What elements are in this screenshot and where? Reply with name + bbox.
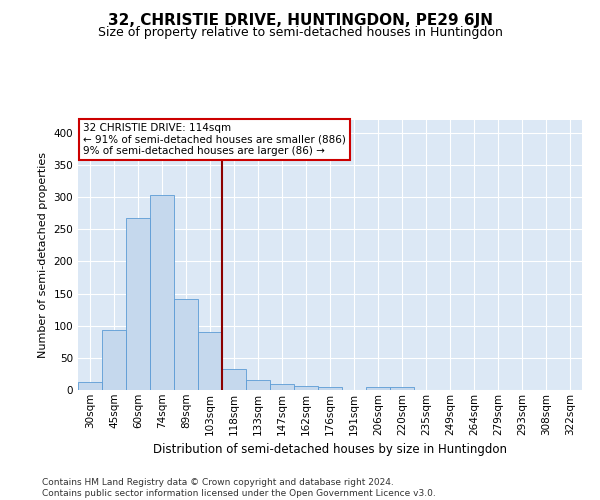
Text: 32 CHRISTIE DRIVE: 114sqm
← 91% of semi-detached houses are smaller (886)
9% of : 32 CHRISTIE DRIVE: 114sqm ← 91% of semi-…: [83, 122, 346, 156]
Bar: [126, 218, 150, 390]
Text: Size of property relative to semi-detached houses in Huntingdon: Size of property relative to semi-detach…: [98, 26, 502, 39]
Bar: [366, 388, 390, 390]
Y-axis label: Number of semi-detached properties: Number of semi-detached properties: [38, 152, 48, 358]
Text: 32, CHRISTIE DRIVE, HUNTINGDON, PE29 6JN: 32, CHRISTIE DRIVE, HUNTINGDON, PE29 6JN: [107, 12, 493, 28]
Bar: [102, 330, 126, 390]
Bar: [318, 388, 342, 390]
Bar: [150, 195, 174, 390]
Bar: [270, 384, 294, 390]
Text: Contains HM Land Registry data © Crown copyright and database right 2024.
Contai: Contains HM Land Registry data © Crown c…: [42, 478, 436, 498]
Bar: [174, 300, 198, 390]
Bar: [390, 388, 414, 390]
X-axis label: Distribution of semi-detached houses by size in Huntingdon: Distribution of semi-detached houses by …: [153, 443, 507, 456]
Bar: [78, 382, 102, 390]
Bar: [198, 332, 222, 390]
Bar: [222, 369, 246, 390]
Bar: [246, 380, 270, 390]
Bar: [294, 386, 318, 390]
